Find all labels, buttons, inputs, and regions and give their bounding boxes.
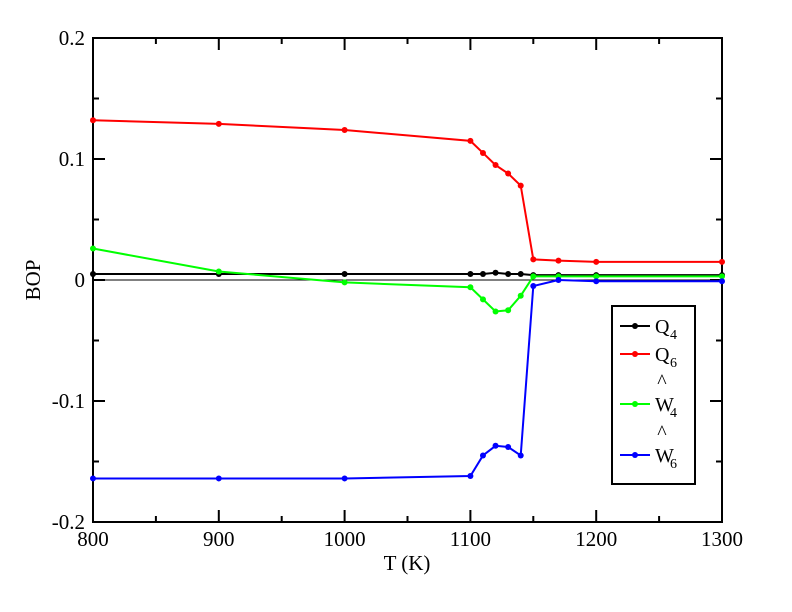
series-3 — [90, 245, 725, 315]
legend-subscript: 4 — [670, 406, 677, 421]
data-point — [505, 443, 512, 450]
data-point — [517, 292, 524, 299]
data-point — [530, 273, 537, 280]
tick-labels: 800 900 1000 1100 1200 1300 -0.2 -0.1 0 0.1 0.2 — [52, 26, 743, 551]
data-point — [215, 120, 222, 127]
data-point — [90, 475, 96, 482]
legend-swatch-marker — [632, 452, 638, 458]
data-point — [215, 268, 222, 275]
data-point — [215, 475, 222, 482]
y-tick-label: 0.2 — [59, 26, 85, 50]
data-point — [90, 270, 96, 277]
legend-label: Q — [655, 316, 670, 338]
data-point — [719, 278, 725, 285]
y-tick-label: 0 — [75, 268, 86, 292]
data-point — [341, 126, 348, 133]
data-point — [517, 182, 524, 189]
data-point — [479, 270, 486, 277]
data-point — [479, 296, 486, 303]
legend-subscript: 6 — [670, 356, 677, 371]
legend-swatch-marker — [632, 351, 638, 357]
data-point — [467, 270, 474, 277]
data-point — [90, 245, 96, 252]
y-tick-label: -0.1 — [52, 389, 85, 413]
x-axis-label: T (K) — [384, 551, 431, 575]
legend-label: Q — [655, 344, 670, 366]
legend-swatch-marker — [632, 401, 638, 407]
legend-label: W — [655, 394, 674, 416]
data-point — [479, 149, 486, 156]
series-2 — [90, 117, 725, 265]
data-point — [341, 279, 348, 286]
legend-swatch-marker — [632, 323, 638, 329]
x-tick-label: 1000 — [324, 527, 366, 551]
data-point — [593, 258, 600, 265]
data-point — [341, 270, 348, 277]
data-point — [593, 278, 600, 285]
data-point — [517, 452, 524, 459]
data-point — [530, 283, 537, 290]
data-point — [505, 307, 512, 314]
data-point — [492, 269, 499, 276]
series-4 — [90, 277, 725, 482]
data-point — [467, 284, 474, 291]
data-point — [467, 473, 474, 480]
legend-hat: ^ — [657, 371, 667, 393]
data-point — [719, 273, 725, 280]
series-line — [92, 247, 722, 313]
x-tick-label: 900 — [203, 527, 235, 551]
data-point — [341, 475, 348, 482]
y-axis-label: BOP — [21, 260, 45, 301]
data-point — [90, 117, 96, 124]
data-point — [555, 277, 562, 283]
legend-label: W — [655, 445, 674, 467]
data-point — [467, 137, 474, 144]
x-tick-label: 1300 — [701, 527, 743, 551]
legend-item: ^W6 — [620, 422, 677, 472]
y-tick-label: 0.1 — [59, 147, 85, 171]
data-point — [530, 256, 537, 263]
x-tick-label: 1100 — [450, 527, 491, 551]
legend-item: ^W4 — [620, 371, 677, 421]
legend-subscript: 6 — [670, 457, 677, 472]
data-point — [719, 258, 725, 265]
series-line — [92, 119, 722, 263]
series-line — [93, 271, 722, 277]
data-point — [517, 270, 524, 277]
y-tick-label: -0.2 — [52, 510, 85, 534]
legend-box — [611, 305, 696, 485]
data-point — [492, 162, 499, 169]
legend-hat: ^ — [657, 422, 667, 444]
legend: Q 4Q 6^W4^W6 — [611, 305, 696, 485]
x-tick-label: 1200 — [575, 527, 617, 551]
legend-subscript: 4 — [670, 328, 677, 343]
data-point — [479, 452, 486, 459]
data-point — [492, 442, 499, 449]
data-point — [492, 308, 499, 315]
series-layer — [90, 117, 725, 482]
data-point — [593, 273, 600, 280]
x-tick-label: 800 — [77, 527, 109, 551]
data-point — [505, 270, 512, 277]
data-point — [505, 170, 512, 177]
series-line — [93, 278, 722, 480]
data-point — [555, 257, 562, 264]
